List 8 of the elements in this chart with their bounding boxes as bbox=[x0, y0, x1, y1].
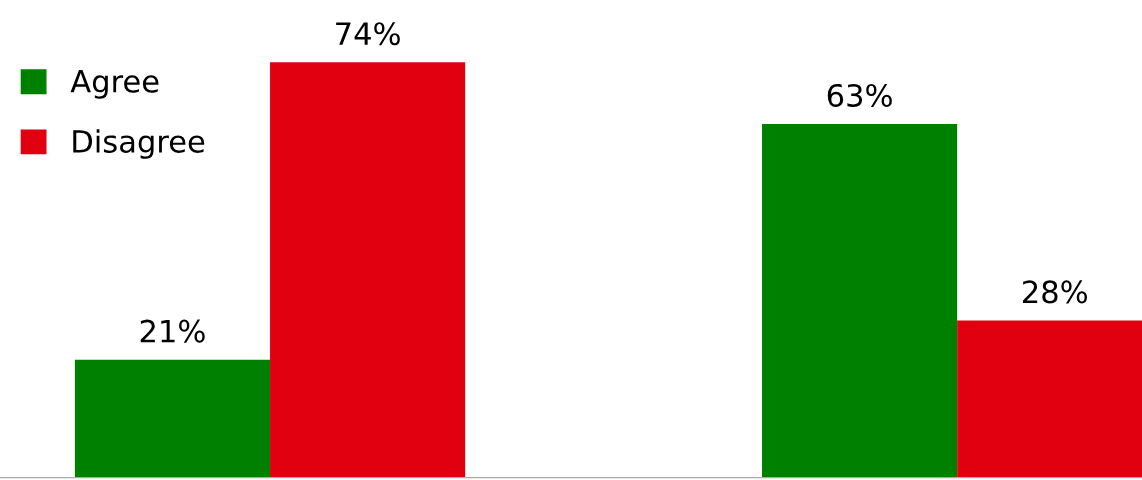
legend-label: Agree bbox=[70, 70, 159, 99]
bar bbox=[762, 124, 958, 478]
data-label: 21% bbox=[140, 319, 205, 343]
data-label: 74% bbox=[336, 22, 400, 46]
data-label: 63% bbox=[827, 83, 892, 107]
bar bbox=[74, 359, 271, 478]
data-label: 28% bbox=[1023, 280, 1088, 304]
legend-label: Disagree bbox=[73, 129, 205, 159]
